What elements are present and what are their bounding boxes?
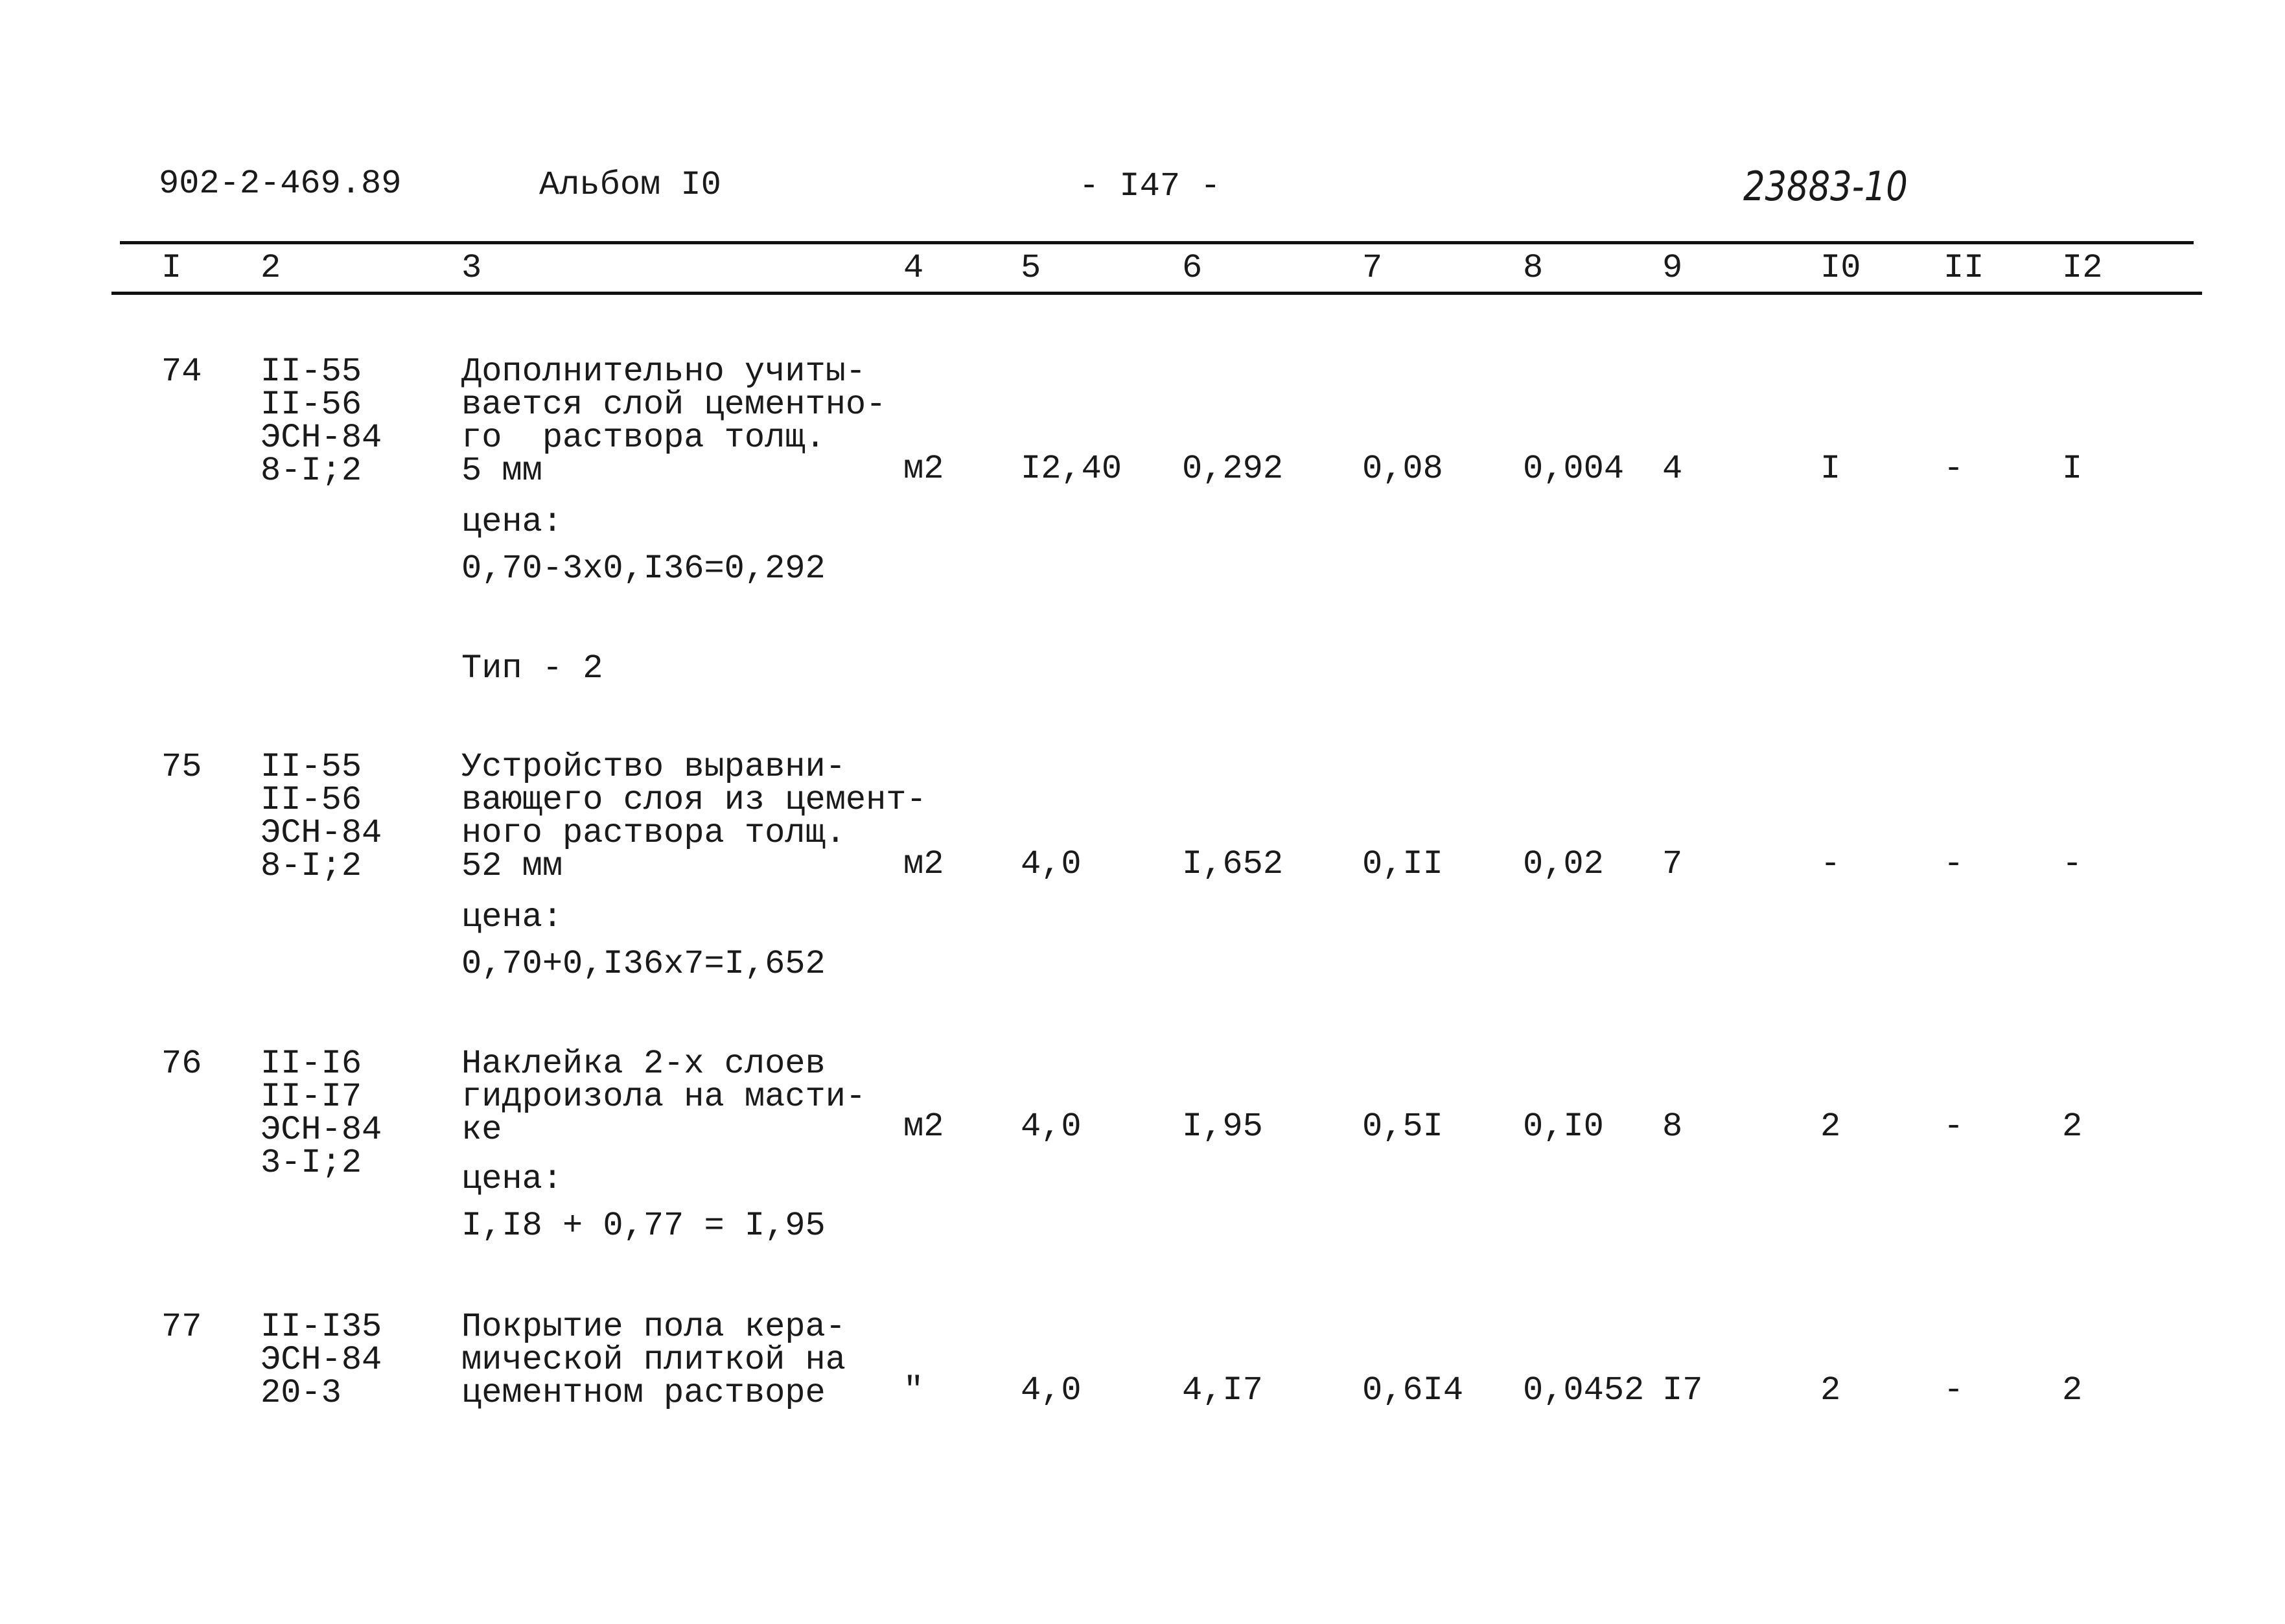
price-formula: I,I8 + 0,77 = I,95 [461,1207,826,1245]
cell-col-11: - [1943,450,1964,488]
column-header-4: 4 [903,249,924,287]
column-header-6: 6 [1182,249,1203,287]
column-header-12: I2 [2062,249,2103,287]
price-label: цена: [461,898,563,936]
cell-col-9: 4 [1662,450,1683,488]
column-header-9: 9 [1662,249,1683,287]
cell-col-11: - [1943,1371,1964,1409]
row-number: 77 [161,1308,202,1346]
description-line: гидроизола на масти- [461,1078,866,1116]
norm-code: II-I7 [261,1078,362,1116]
norm-code: II-56 [261,386,362,424]
cell-col-5: I2,40 [1021,450,1122,488]
cell-col-10: 2 [1820,1108,1841,1146]
cell-col-4: " [903,1371,924,1409]
norm-code: II-I35 [261,1308,382,1346]
column-header-8: 8 [1523,249,1544,287]
norm-code: 8-I;2 [261,847,362,885]
cell-col-8: 0,004 [1523,450,1625,488]
album-label: Альбом I0 [539,166,721,204]
column-header-11: II [1943,249,1984,287]
column-header-5: 5 [1021,249,1041,287]
cell-col-6: I,95 [1182,1108,1263,1146]
description-line: ного раствора толщ. [461,814,846,852]
norm-code: II-I6 [261,1045,362,1083]
cell-col-11: - [1943,1108,1964,1146]
header-rule-top [120,241,2194,244]
cell-col-4: м2 [903,1108,944,1146]
section-label: Тип - 2 [461,649,603,688]
cell-col-7: 0,08 [1362,450,1443,488]
cell-col-7: 0,II [1362,845,1443,883]
cell-col-7: 0,6I4 [1362,1371,1464,1409]
norm-code: II-55 [261,748,362,786]
column-header-2: 2 [261,249,281,287]
description-line: 52 мм [461,847,563,885]
description-line: вается слой цементно- [461,386,887,424]
row-number: 75 [161,748,202,786]
cell-col-12: I [2062,450,2083,488]
norm-code: ЭСН-84 [261,1111,382,1149]
description-line: го раствора толщ. [461,419,826,457]
description-line: Наклейка 2-х слоев [461,1045,826,1083]
norm-code: II-56 [261,781,362,819]
description-line: вающего слоя из цемент- [461,781,927,819]
cell-col-9: I7 [1662,1371,1703,1409]
column-header-10: I0 [1820,249,1861,287]
price-label: цена: [461,503,563,541]
cell-col-8: 0,I0 [1523,1108,1604,1146]
page-number: - I47 - [1079,167,1221,205]
price-formula: 0,70+0,I36x7=I,652 [461,945,826,983]
cell-col-6: 0,292 [1182,450,1284,488]
norm-code: 20-3 [261,1374,342,1412]
norm-code: ЭСН-84 [261,419,382,457]
handwritten-number: 23883-10 [1743,163,1908,210]
cell-col-8: 0,02 [1523,845,1604,883]
cell-col-8: 0,0452 [1523,1371,1645,1409]
header-rule-bottom [111,292,2202,295]
norm-code: ЭСН-84 [261,814,382,852]
column-header-7: 7 [1362,249,1383,287]
cell-col-10: 2 [1820,1371,1841,1409]
cell-col-4: м2 [903,845,944,883]
description-line: 5 мм [461,452,542,490]
cell-col-6: I,652 [1182,845,1284,883]
norm-code: 3-I;2 [261,1144,362,1182]
description-line: ке [461,1111,502,1149]
cell-col-10: - [1820,845,1841,883]
column-header-1: I [161,249,182,287]
cell-col-5: 4,0 [1021,845,1082,883]
norm-code: ЭСН-84 [261,1341,382,1379]
cell-col-11: - [1943,845,1964,883]
cell-col-5: 4,0 [1021,1371,1082,1409]
cell-col-10: I [1820,450,1841,488]
cell-col-4: м2 [903,450,944,488]
norm-code: II-55 [261,353,362,391]
row-number: 76 [161,1045,202,1083]
cell-col-6: 4,I7 [1182,1371,1263,1409]
cell-col-7: 0,5I [1362,1108,1443,1146]
description-line: Устройство выравни- [461,748,846,786]
column-header-3: 3 [461,249,482,287]
doc-code: 902-2-469.89 [159,165,402,203]
cell-col-9: 7 [1662,845,1683,883]
cell-col-12: 2 [2062,1108,2083,1146]
description-line: цементном растворе [461,1374,826,1412]
row-number: 74 [161,353,202,391]
cell-col-9: 8 [1662,1108,1683,1146]
description-line: Покрытие пола кера- [461,1308,846,1346]
price-formula: 0,70-3x0,I36=0,292 [461,550,826,588]
description-line: Дополнительно учиты- [461,353,866,391]
cell-col-12: 2 [2062,1371,2083,1409]
cell-col-5: 4,0 [1021,1108,1082,1146]
norm-code: 8-I;2 [261,452,362,490]
description-line: мической плиткой на [461,1341,846,1379]
cell-col-12: - [2062,845,2083,883]
price-label: цена: [461,1160,563,1198]
